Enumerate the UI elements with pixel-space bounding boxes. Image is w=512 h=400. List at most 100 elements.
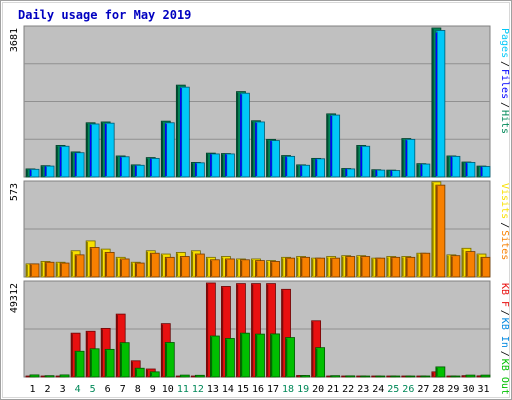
x-tick-label: 1 [30,384,36,395]
bar-kb-out [44,375,55,378]
bar-sites [29,263,40,278]
y-max-label: 573 [9,183,20,201]
x-tick-label: 4 [75,384,81,395]
bar-kb-out [225,338,235,378]
bar-sites [480,256,491,278]
x-tick-label: 29 [447,384,459,395]
bar-kb-out [74,350,85,378]
x-tick-label: 2 [45,384,51,395]
x-tick-label: 27 [417,384,429,395]
x-tick-label: 5 [90,384,96,395]
bar-sites [405,256,416,278]
bar-kb-out [179,374,190,378]
panel-middle: 573 Visits / Sites [9,180,510,278]
bar-kb-out [104,348,115,378]
x-tick-label: 9 [150,384,156,395]
chart-title: Daily usage for May 2019 [18,8,191,22]
bar-sites [59,262,70,278]
bar-sites [119,258,130,278]
bar-sites [360,256,371,278]
bar-sites [390,256,401,278]
bar-kb-out [465,374,476,378]
bar-sites [74,254,85,278]
bar-kb-out [315,347,326,378]
panel-bottom: 49312 KB F/KB In/KB Out [9,280,510,395]
bar-sites [104,251,115,278]
legend-top: Pages / Files / Hits [499,28,510,134]
bar-kb-out [164,342,175,378]
x-tick-label: 19 [297,384,309,395]
bar-kb-out [435,366,446,378]
x-tick-label: 6 [105,384,111,395]
bar-kb-out [209,335,220,378]
x-tick-label: 26 [402,384,414,395]
x-tick-label: 12 [192,384,204,395]
x-tick-label: 8 [135,384,141,395]
bar-kb-out [240,332,250,378]
x-tick-label: 15 [237,384,249,395]
x-tick-label: 22 [342,384,354,395]
bar-sites [330,257,341,278]
bar-sites [209,259,220,278]
x-tick-label: 7 [120,384,126,395]
bar-sites [270,261,280,278]
bar-kb-out [255,333,265,378]
bar-sites [225,258,235,278]
x-tick-label: 13 [207,384,219,395]
legend-item: Visits [499,183,510,219]
bar-kb-out [300,375,310,378]
x-tick-label: 20 [312,384,324,395]
bar-kb-out [450,375,461,378]
bar-sites [240,259,250,278]
bar-sites [375,257,386,278]
y-max-label: 3681 [9,28,20,52]
bar-kb-out [405,375,416,378]
bar-kb-out [194,374,205,378]
bar-kb-out [420,375,431,378]
bar-kb-out [285,337,295,378]
bar-kb-out [360,375,371,378]
bar-sites [179,256,190,278]
bar-kb-out [134,367,145,378]
x-tick-label: 18 [282,384,294,395]
legend-bottom: KB F / KB In / KB Out [499,283,510,395]
x-tick-label: 28 [432,384,444,395]
legend-separator: / [499,102,510,108]
bar-sites [315,257,326,278]
legend-item: Files [499,69,510,99]
x-tick-label: 31 [477,384,489,395]
x-tick-label: 14 [222,384,234,395]
bar-sites [285,257,295,278]
legend-item: Sites [499,230,510,260]
legend-separator: / [499,61,510,67]
bar-kb-out [119,342,130,378]
bar-sites [300,256,310,278]
legend-item: KB Out [499,359,510,395]
bar-sites [89,247,100,278]
x-tick-label: 24 [372,384,384,395]
bar-sites [450,255,461,278]
bar-kb-out [89,348,100,378]
legend-middle: Visits / Sites [499,183,510,260]
x-tick-label: 25 [387,384,399,395]
legend-separator: / [499,351,510,357]
legend-separator: / [499,222,510,228]
bar-sites [255,260,265,278]
bar-sites [134,262,145,278]
legend-item: Pages [499,28,510,58]
bar-kb-out [330,375,341,378]
legend-separator: / [499,310,510,316]
bar-sites [149,252,160,278]
bar-kb-out [149,371,160,378]
bar-sites [420,252,431,278]
x-tick-label: 10 [162,384,174,395]
bar-kb-out [480,374,491,378]
bar-sites [44,261,55,278]
x-tick-label: 23 [357,384,369,395]
x-tick-label: 21 [327,384,339,395]
x-tick-label: 30 [462,384,474,395]
bar-sites [465,251,476,278]
legend-item: KB In [499,318,510,348]
